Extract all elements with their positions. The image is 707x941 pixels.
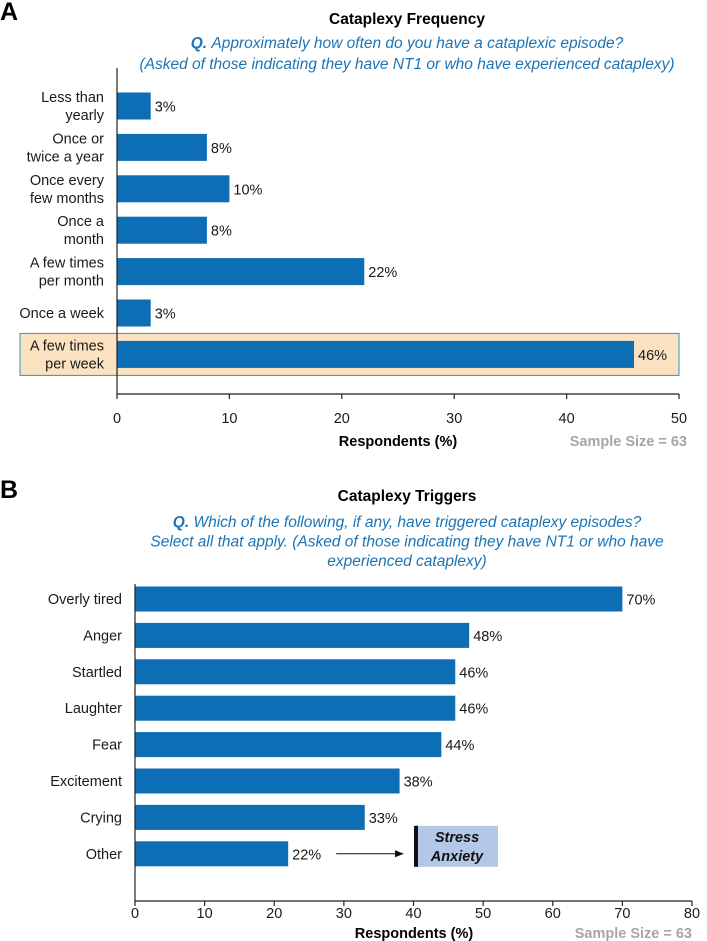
bar: [117, 133, 207, 161]
x-tick-label: 20: [334, 411, 350, 427]
data-label: 33%: [369, 811, 398, 827]
category-label: Once or: [52, 131, 104, 147]
bar: [117, 340, 635, 368]
category-label: Excitement: [50, 774, 122, 790]
question-line: Q. Which of the following, if any, have …: [173, 514, 642, 531]
bar: [135, 804, 365, 830]
question-text: Which of the following, if any, have tri…: [193, 514, 641, 531]
category-label: A few times: [30, 256, 104, 272]
category-label: few months: [30, 191, 104, 207]
category-label: Fear: [92, 738, 122, 754]
x-axis-title: Respondents (%): [355, 926, 474, 941]
question-line: experienced cataplexy): [327, 553, 486, 570]
category-label: per week: [45, 356, 105, 372]
x-tick-label: 20: [266, 906, 282, 922]
category-label: per month: [39, 274, 104, 290]
x-axis-title: Respondents (%): [339, 434, 458, 450]
x-tick-label: 40: [559, 411, 575, 427]
panel-label: B: [0, 476, 18, 504]
bar: [117, 92, 151, 120]
x-tick-label: 10: [221, 411, 237, 427]
category-label: Overly tired: [48, 592, 122, 608]
data-label: 10%: [233, 182, 262, 198]
annotation-box: [416, 825, 498, 867]
bar: [135, 586, 623, 612]
chart-title: Cataplexy Triggers: [338, 488, 477, 505]
x-tick-label: 50: [475, 906, 491, 922]
data-label: 22%: [368, 265, 397, 281]
annotation-arrowhead: [395, 850, 404, 858]
bar: [117, 299, 151, 327]
question-prefix: Q.: [173, 514, 194, 531]
question-prefix: Q.: [191, 35, 212, 52]
category-label: Crying: [80, 810, 122, 826]
data-label: 46%: [638, 348, 667, 364]
x-tick-label: 10: [197, 906, 213, 922]
bar: [117, 175, 230, 203]
category-label: yearly: [65, 108, 104, 124]
data-label: 38%: [404, 775, 433, 791]
category-label: A few times: [30, 338, 104, 354]
bar: [117, 258, 365, 286]
data-label: 8%: [211, 141, 232, 157]
x-tick-label: 30: [336, 906, 352, 922]
x-tick-label: 30: [446, 411, 462, 427]
x-tick-label: 0: [113, 411, 121, 427]
category-label: Once a week: [19, 306, 104, 322]
category-label: Other: [86, 847, 122, 863]
data-label: 44%: [445, 738, 474, 754]
data-label: 3%: [155, 100, 176, 116]
category-label: Startled: [72, 665, 122, 681]
category-label: Once every: [30, 173, 105, 189]
annotation-box-bar: [414, 825, 418, 867]
data-label: 22%: [292, 847, 321, 863]
data-label: 3%: [155, 307, 176, 323]
x-tick-label: 50: [671, 411, 687, 427]
question-line: Q. Approximately how often do you have a…: [191, 35, 624, 52]
question-line: Select all that apply. (Asked of those i…: [150, 534, 664, 551]
category-label: Less than: [41, 90, 104, 106]
bar: [135, 732, 442, 758]
category-label: Laughter: [65, 701, 122, 717]
bar: [135, 695, 456, 721]
x-tick-label: 60: [545, 906, 561, 922]
x-tick-label: 80: [684, 906, 700, 922]
category-label: twice a year: [27, 149, 105, 165]
data-label: 46%: [459, 665, 488, 681]
bar: [135, 841, 289, 867]
data-label: 46%: [459, 702, 488, 718]
category-label: Once a: [57, 214, 105, 230]
data-label: 8%: [211, 224, 232, 240]
x-tick-label: 40: [405, 906, 421, 922]
bar: [135, 768, 400, 794]
x-tick-label: 70: [614, 906, 630, 922]
annotation-text: Stress: [435, 830, 479, 846]
data-label: 48%: [473, 629, 502, 645]
sample-size: Sample Size = 63: [570, 434, 687, 450]
sample-size: Sample Size = 63: [575, 926, 692, 941]
category-label: month: [64, 232, 104, 248]
x-tick-label: 0: [131, 906, 139, 922]
bar: [117, 216, 207, 244]
panel-label: A: [0, 0, 18, 26]
annotation-text: Anxiety: [430, 849, 484, 865]
data-label: 70%: [626, 593, 655, 609]
category-label: Anger: [83, 628, 122, 644]
question-line: (Asked of those indicating they have NT1…: [139, 56, 674, 73]
question-text: Approximately how often do you have a ca…: [210, 35, 623, 52]
bar: [135, 659, 456, 685]
bar: [135, 622, 470, 648]
chart-title: Cataplexy Frequency: [329, 11, 485, 28]
